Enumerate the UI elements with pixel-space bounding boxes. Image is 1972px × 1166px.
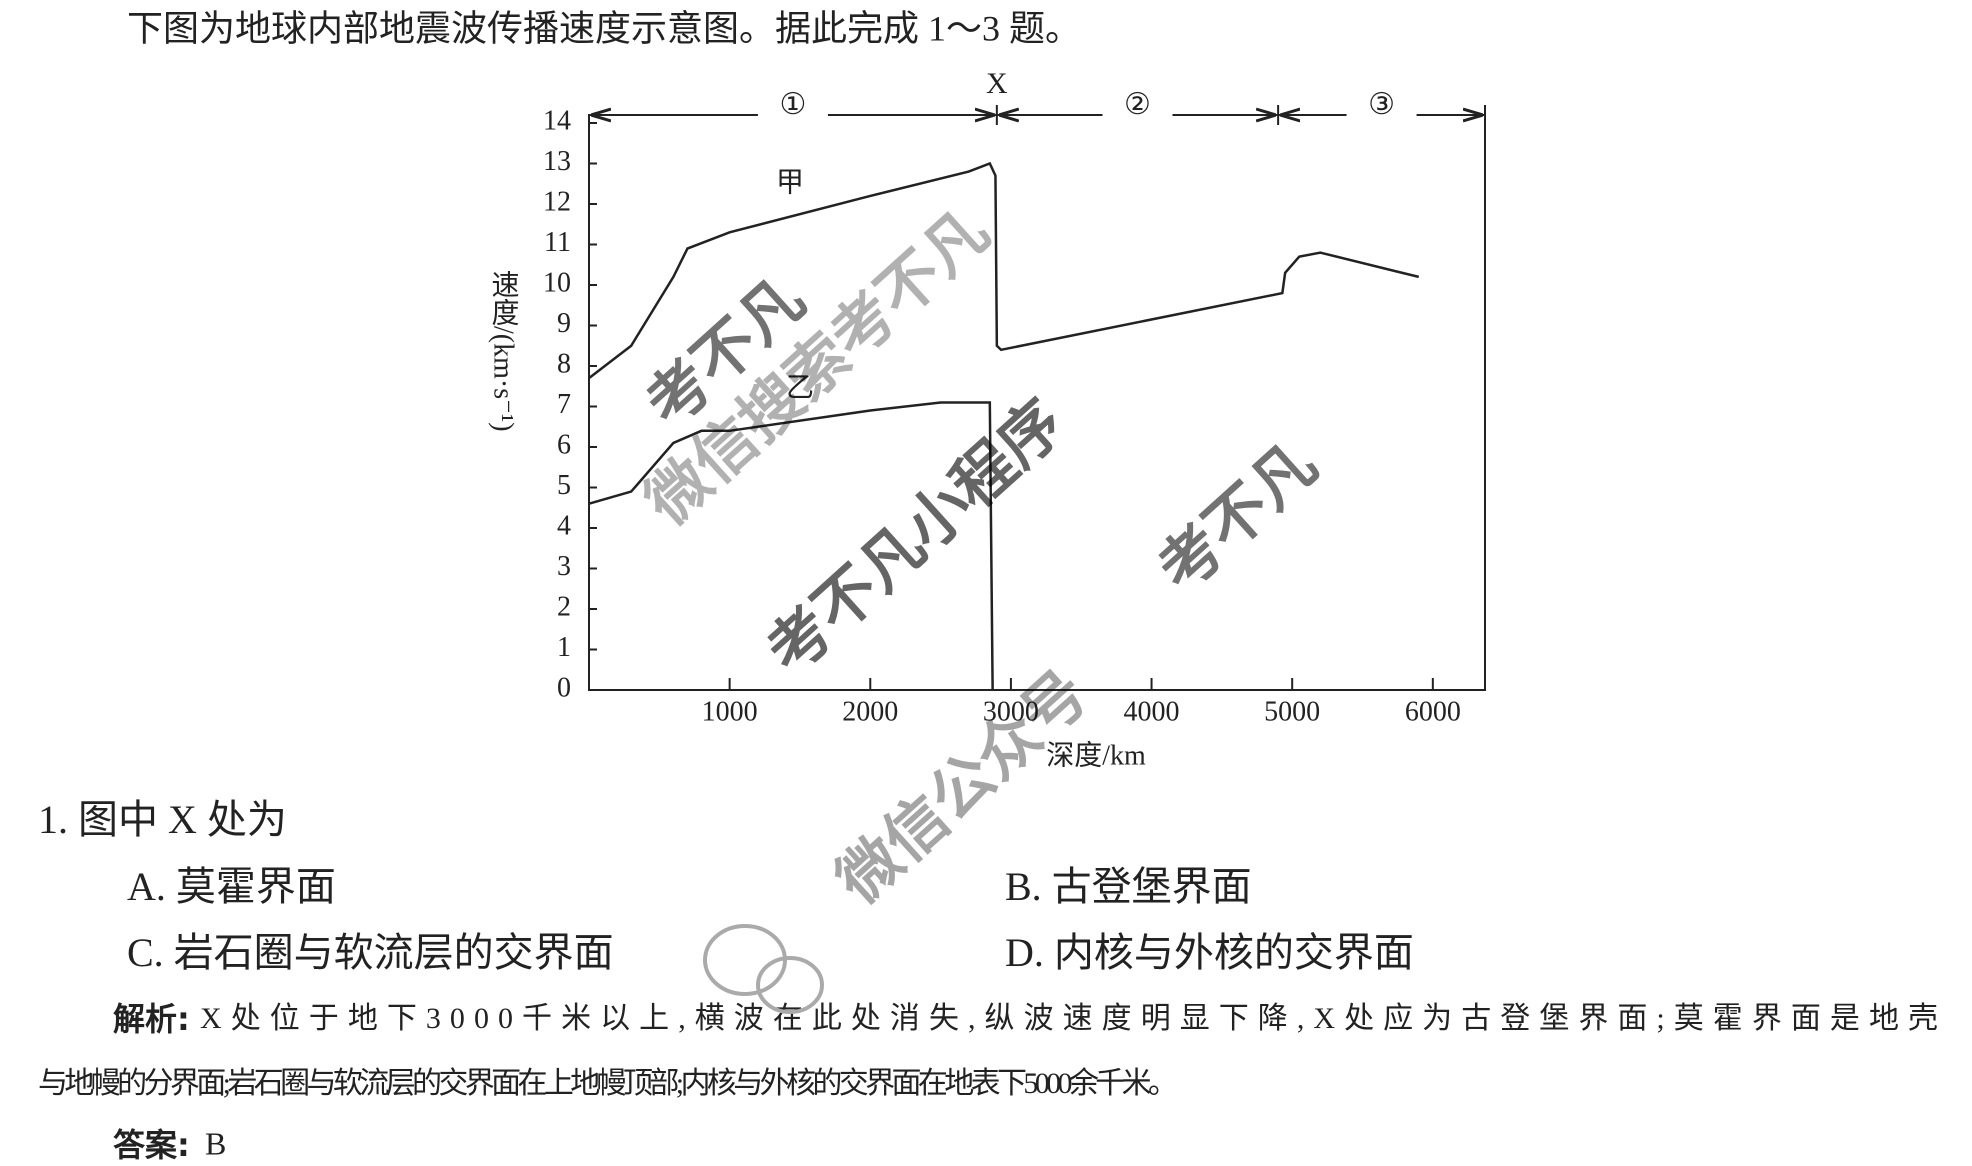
series-line xyxy=(588,401,994,691)
y-tick-label: 14 xyxy=(543,105,571,136)
y-tick-label: 1 xyxy=(557,632,571,663)
y-tick-label: 4 xyxy=(557,510,571,541)
question-stem: 1. 图中 X 处为 xyxy=(38,797,287,842)
x-tick-label: 1000 xyxy=(702,696,758,727)
option: D. 内核与外核的交界面 xyxy=(1005,930,1414,975)
watermark: 考不凡小程序 xyxy=(752,385,1077,688)
option: C. 岩石圈与软流层的交界面 xyxy=(127,930,614,975)
y-tick-label: 0 xyxy=(557,672,571,703)
y-tick-label: 7 xyxy=(557,389,571,420)
x-tick-label: 6000 xyxy=(1405,696,1461,727)
y-tick-label: 9 xyxy=(557,308,571,339)
series-label: 乙 xyxy=(786,372,814,403)
boundary-label: X xyxy=(986,67,1008,100)
x-tick-label: 2000 xyxy=(842,696,898,727)
answer-label: 答案: xyxy=(113,1126,190,1164)
watermark: 考不凡 xyxy=(1144,427,1331,606)
y-axis-label: 速度/(km·s⁻¹) xyxy=(488,270,519,432)
y-tick-label: 11 xyxy=(544,227,571,258)
y-tick-label: 2 xyxy=(557,591,571,622)
y-tick-label: 3 xyxy=(557,551,571,582)
x-tick-label: 4000 xyxy=(1124,696,1180,727)
series-line xyxy=(588,161,1420,380)
header: 下图为地球内部地震波传播速度示意图。据此完成 1～3 题。 xyxy=(127,8,1081,48)
analysis-line: 与地幔的分界面;岩石圈与软流层的交界面在上地幔顶部;内核与外核的交界面在地表下5… xyxy=(38,1067,1178,1100)
analysis-line: X处位于地下3000千米以上,横波在此处消失,纵波速度明显下降,X处应为古登堡界… xyxy=(200,1002,1938,1035)
answer-value: B xyxy=(205,1125,226,1161)
region-label-bg xyxy=(1102,93,1173,123)
y-tick-label: 5 xyxy=(557,470,571,501)
option: A. 莫霍界面 xyxy=(127,864,336,909)
analysis-label: 解析: xyxy=(113,1000,190,1038)
y-tick-label: 8 xyxy=(557,348,571,379)
region-label: ② xyxy=(1124,88,1151,121)
x-tick-label: 5000 xyxy=(1264,696,1320,727)
region-label: ① xyxy=(779,88,806,121)
x-axis-label: 深度/km xyxy=(1046,739,1146,771)
region-label: ③ xyxy=(1368,88,1395,121)
y-tick-label: 6 xyxy=(557,429,571,460)
region-label-bg xyxy=(1346,93,1417,123)
region-label-bg xyxy=(757,93,828,123)
wechat-icon xyxy=(703,924,824,1014)
y-tick-label: 10 xyxy=(543,267,571,298)
option: B. 古登堡界面 xyxy=(1005,864,1252,909)
series-label: 甲 xyxy=(776,167,804,198)
x-tick-label: 3000 xyxy=(983,696,1039,727)
y-tick-label: 13 xyxy=(543,146,571,177)
y-tick-label: 12 xyxy=(543,186,571,217)
